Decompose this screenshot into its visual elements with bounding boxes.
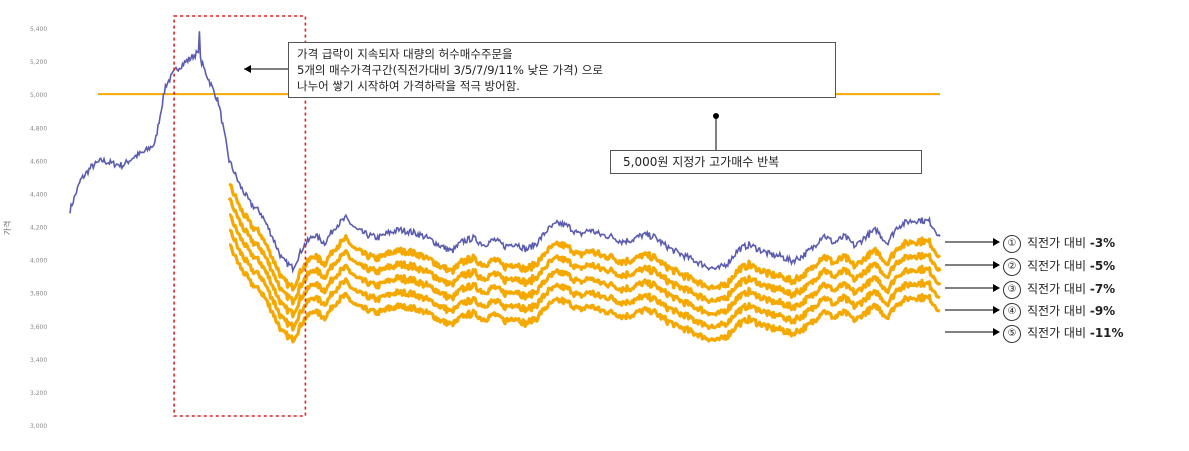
- y-tick-label: 4,200: [30, 225, 47, 232]
- legend-label-5: 직전가 대비: [1027, 326, 1087, 340]
- legend-label-4: 직전가 대비: [1027, 304, 1087, 318]
- legend-label-2: 직전가 대비: [1027, 259, 1087, 273]
- callout-connectors: [244, 65, 719, 150]
- y-tick-label: 3,200: [30, 390, 47, 397]
- legend-pct-3: -7%: [1089, 282, 1116, 296]
- legend-pct-4: -9%: [1089, 304, 1116, 318]
- legend-arrowhead-3: [993, 284, 1000, 292]
- annotation-callout-1: 가격 급락이 지속되자 대량의 허수매수주문을 5개의 매수가격구간(직전가대비…: [288, 42, 836, 98]
- legend-marker-2: ②: [1003, 257, 1021, 276]
- callout1-line-1: 가격 급락이 지속되자 대량의 허수매수주문을: [297, 47, 513, 61]
- legend-label-3: 직전가 대비: [1027, 282, 1087, 296]
- order-line-1: [228, 182, 942, 292]
- legend-item-1: ① 직전가 대비 -3%: [1003, 234, 1115, 253]
- legend-item-2: ② 직전가 대비 -5%: [1003, 257, 1115, 276]
- legend-marker-5: ⑤: [1003, 324, 1021, 343]
- callout2-dot: [713, 113, 719, 119]
- legend-arrowhead-1: [993, 238, 1000, 246]
- legend-item-5: ⑤ 직전가 대비 -11%: [1003, 324, 1124, 343]
- callout1-line-3: 나누어 쌓기 시작하여 가격하락을 적극 방어함.: [297, 79, 520, 93]
- order-layers: [227, 182, 942, 344]
- y-tick-label: 3,000: [30, 423, 47, 430]
- legend-label-1: 직전가 대비: [1027, 236, 1087, 250]
- y-tick-label: 3,600: [30, 324, 47, 331]
- y-tick-label: 4,000: [30, 258, 47, 265]
- order-line-2: [227, 197, 942, 306]
- y-axis: 3,000 3,200 3,400 3,600 3,800 4,000 4,200 4,400…: [30, 26, 47, 430]
- y-tick-label: 3,800: [30, 291, 47, 298]
- y-tick-label: 5,400: [30, 26, 47, 33]
- legend-arrows: [945, 238, 1000, 336]
- legend-item-4: ④ 직전가 대비 -9%: [1003, 302, 1115, 321]
- annotation-callout-2: 5,000원 지정가 고가매수 반복: [610, 150, 922, 174]
- order-line-5: [228, 243, 941, 344]
- highlight-region: [173, 15, 307, 417]
- callout1-arrowhead: [244, 65, 251, 73]
- y-tick-label: 4,800: [30, 125, 47, 132]
- legend-pct-1: -3%: [1089, 236, 1116, 250]
- legend-pct-5: -11%: [1089, 326, 1124, 340]
- y-tick-label: 5,000: [30, 92, 47, 99]
- y-tick-label: 3,400: [30, 357, 47, 364]
- y-axis-label: 가격: [2, 221, 12, 236]
- order-line-4: [228, 228, 941, 332]
- legend-pct-2: -5%: [1089, 259, 1116, 273]
- y-tick-label: 4,400: [30, 191, 47, 198]
- legend-item-3: ③ 직전가 대비 -7%: [1003, 280, 1115, 299]
- legend-marker-1: ①: [1003, 234, 1021, 253]
- legend-arrowhead-4: [993, 306, 1000, 314]
- legend-marker-4: ④: [1003, 302, 1021, 321]
- callout1-line-2: 5개의 매수가격구간(직전가대비 3/5/7/9/11% 낮은 가격) 으로: [297, 63, 603, 77]
- y-tick-label: 4,600: [30, 158, 47, 165]
- legend-arrowhead-2: [993, 261, 1000, 269]
- y-tick-label: 5,200: [30, 59, 47, 66]
- legend-marker-3: ③: [1003, 280, 1021, 299]
- legend-arrowhead-5: [993, 328, 1000, 336]
- order-line-3: [228, 213, 942, 319]
- price-line: [69, 31, 941, 274]
